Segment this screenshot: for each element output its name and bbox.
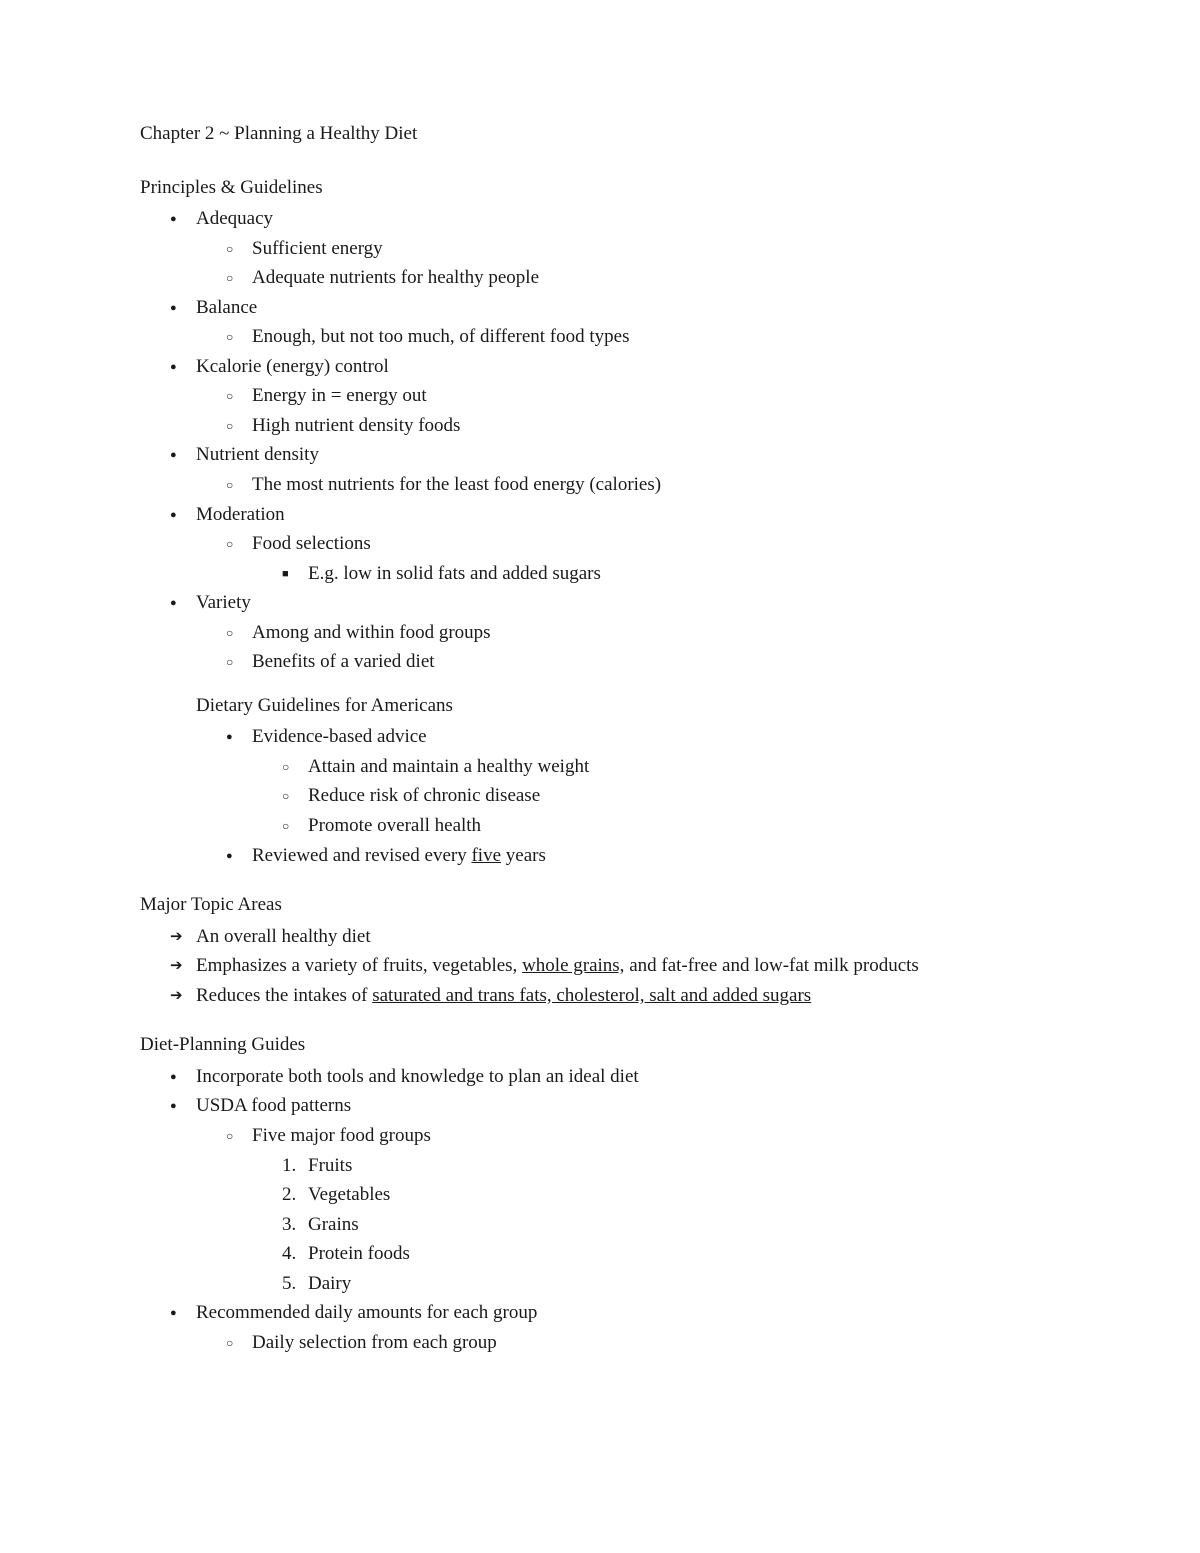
list-item: Recommended daily amounts for each group…	[196, 1299, 1060, 1356]
principles-list: Adequacy Sufficient energy Adequate nutr…	[140, 205, 1060, 676]
text-pre: Emphasizes a variety of fruits, vegetabl…	[196, 955, 522, 976]
list-item: An overall healthy diet	[196, 923, 1060, 951]
chapter-title: Chapter 2 ~ Planning a Healthy Diet	[140, 120, 1060, 148]
text-post: years	[501, 845, 546, 866]
food-groups-list: Fruits Vegetables Grains Protein foods D…	[252, 1152, 1060, 1298]
text-pre: Reviewed and revised every	[252, 845, 471, 866]
section-heading-major: Major Topic Areas	[140, 891, 1060, 919]
list-item: Kcalorie (energy) control Energy in = en…	[196, 353, 1060, 440]
list-item: Incorporate both tools and knowledge to …	[196, 1063, 1060, 1091]
list-item: Five major food groups Fruits Vegetables…	[252, 1122, 1060, 1297]
section-heading-guides: Diet-Planning Guides	[140, 1031, 1060, 1059]
item-label: Variety	[196, 592, 251, 613]
major-list: An overall healthy diet Emphasizes a var…	[140, 923, 1060, 1010]
list-item: Grains	[308, 1211, 1060, 1239]
list-item: Balance Enough, but not too much, of dif…	[196, 294, 1060, 351]
list-item: Variety Among and within food groups Ben…	[196, 589, 1060, 676]
item-label: USDA food patterns	[196, 1095, 351, 1116]
list-item: Emphasizes a variety of fruits, vegetabl…	[196, 952, 1060, 980]
list-item: Dairy	[308, 1270, 1060, 1298]
list-item: Sufficient energy	[252, 235, 1060, 263]
item-label: Nutrient density	[196, 444, 319, 465]
item-label: Recommended daily amounts for each group	[196, 1302, 537, 1323]
item-label: Evidence-based advice	[252, 726, 427, 747]
list-item: The most nutrients for the least food en…	[252, 471, 1060, 499]
list-item: Adequacy Sufficient energy Adequate nutr…	[196, 205, 1060, 292]
list-item: Food selections E.g. low in solid fats a…	[252, 530, 1060, 587]
text-post: and fat-free and low-fat milk products	[624, 955, 918, 976]
list-item: Vegetables	[308, 1181, 1060, 1209]
list-item: Among and within food groups	[252, 619, 1060, 647]
item-label: Five major food groups	[252, 1125, 431, 1146]
list-item: Enough, but not too much, of different f…	[252, 323, 1060, 351]
document-page: Chapter 2 ~ Planning a Healthy Diet Prin…	[0, 0, 1200, 1438]
item-label: Moderation	[196, 504, 285, 525]
item-label: Balance	[196, 297, 257, 318]
list-item: E.g. low in solid fats and added sugars	[308, 560, 1060, 588]
list-item: Reviewed and revised every five years	[252, 842, 1060, 870]
list-item: Moderation Food selections E.g. low in s…	[196, 501, 1060, 588]
list-item: Reduces the intakes of saturated and tra…	[196, 982, 1060, 1010]
list-item: Reduce risk of chronic disease	[308, 782, 1060, 810]
list-item: Nutrient density The most nutrients for …	[196, 441, 1060, 498]
item-label: Kcalorie (energy) control	[196, 356, 389, 377]
item-label: Food selections	[252, 533, 371, 554]
list-item: USDA food patterns Five major food group…	[196, 1092, 1060, 1297]
list-item: Fruits	[308, 1152, 1060, 1180]
list-item: Energy in = energy out	[252, 382, 1060, 410]
list-item: Evidence-based advice Attain and maintai…	[252, 723, 1060, 839]
list-item: High nutrient density foods	[252, 412, 1060, 440]
list-item: Benefits of a varied diet	[252, 648, 1060, 676]
list-item: Protein foods	[308, 1240, 1060, 1268]
section-heading-principles: Principles & Guidelines	[140, 174, 1060, 202]
text-underline: saturated and trans fats, cholesterol, s…	[372, 985, 811, 1006]
list-item: Adequate nutrients for healthy people	[252, 264, 1060, 292]
text-underline: five	[471, 845, 501, 866]
subsection-heading-dietary: Dietary Guidelines for Americans	[196, 692, 1060, 720]
text-underline: whole grains,	[522, 955, 624, 976]
guides-list: Incorporate both tools and knowledge to …	[140, 1063, 1060, 1356]
item-label: Adequacy	[196, 208, 273, 229]
text-pre: Reduces the intakes of	[196, 985, 372, 1006]
list-item: Promote overall health	[308, 812, 1060, 840]
list-item: Attain and maintain a healthy weight	[308, 753, 1060, 781]
list-item: Daily selection from each group	[252, 1329, 1060, 1357]
dietary-list: Evidence-based advice Attain and maintai…	[140, 723, 1060, 869]
